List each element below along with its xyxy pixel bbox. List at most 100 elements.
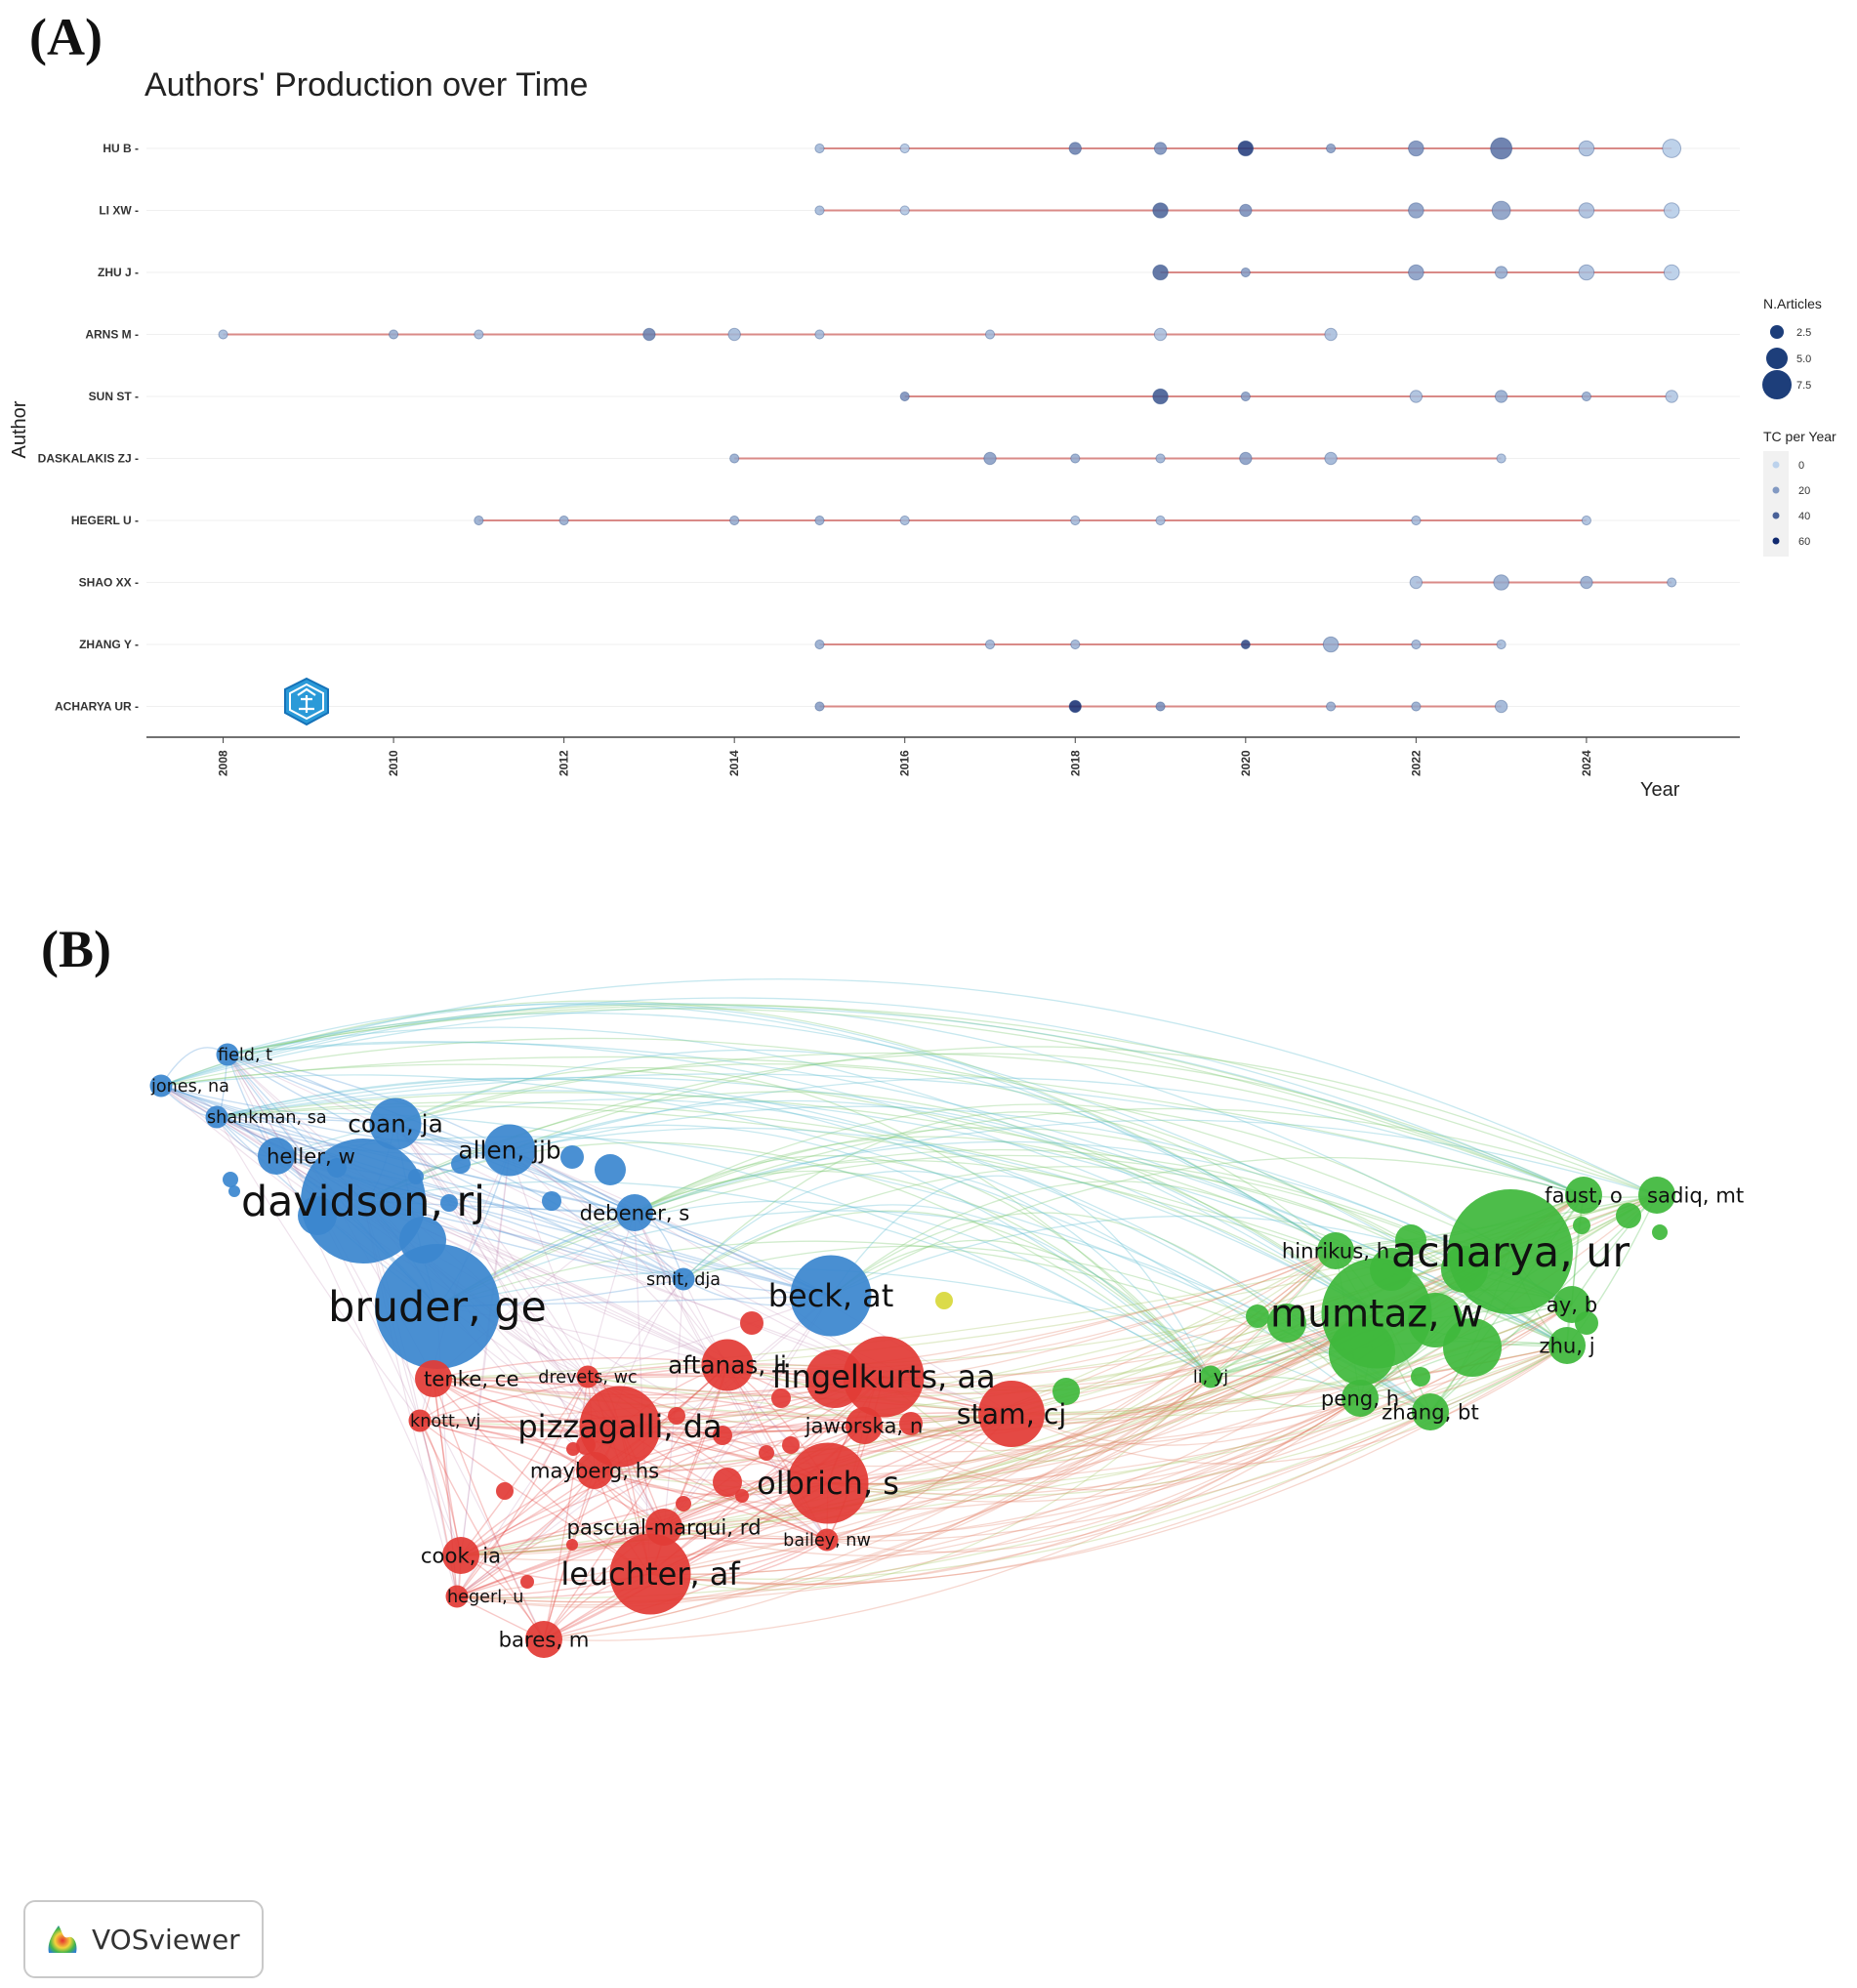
node-label: bruder, ge — [328, 1283, 547, 1332]
network-node-minor — [1443, 1318, 1502, 1377]
production-point — [1322, 636, 1340, 653]
production-point — [1411, 701, 1422, 712]
network-node — [645, 1509, 682, 1546]
network-node-minor — [713, 1426, 732, 1445]
network-node-minor — [223, 1172, 238, 1187]
node-label: debener, s — [580, 1200, 690, 1224]
production-point — [727, 327, 741, 342]
network-node-minor — [1395, 1224, 1426, 1256]
legend-size-value: 5.0 — [1796, 353, 1811, 365]
production-point — [558, 515, 569, 526]
node-label: beck, at — [768, 1277, 894, 1314]
production-point — [1070, 515, 1081, 526]
production-point — [1152, 264, 1169, 281]
network-node-minor — [1411, 1367, 1430, 1387]
network-node-minor — [542, 1191, 561, 1211]
network-node — [579, 1386, 661, 1468]
production-point — [1581, 391, 1592, 402]
node-label: heller, w — [267, 1143, 355, 1168]
network-node — [1448, 1189, 1573, 1314]
network-node — [576, 1365, 599, 1388]
network-node — [576, 1452, 613, 1489]
legend-size-marker — [1766, 348, 1788, 369]
network-node-minor — [566, 1539, 578, 1551]
node-label: jaworska, n — [805, 1413, 924, 1437]
production-point — [729, 453, 740, 464]
production-point — [218, 329, 228, 340]
network-node — [1317, 1232, 1354, 1269]
node-label: smit, dja — [646, 1270, 721, 1290]
network-node — [1548, 1327, 1586, 1364]
panel-b-label: (B) — [41, 920, 111, 978]
network-node-minor — [935, 1292, 953, 1309]
legend-color-marker — [1772, 537, 1780, 545]
author-label: DASKALAKIS ZJ - — [38, 452, 139, 466]
production-point — [1070, 639, 1081, 650]
network-node-minor — [451, 1154, 471, 1174]
network-node-minor — [560, 1145, 584, 1169]
production-point — [1493, 574, 1509, 591]
network-node — [301, 1139, 426, 1263]
x-axis-title: Year — [1640, 779, 1680, 801]
production-point — [1325, 701, 1337, 712]
production-point — [1409, 575, 1424, 590]
production-point — [1490, 137, 1513, 160]
production-point — [1494, 390, 1508, 403]
network-node — [442, 1537, 479, 1574]
network-node — [369, 1098, 422, 1150]
x-tick-label: 2010 — [387, 750, 400, 776]
network-node-minor — [496, 1482, 514, 1500]
production-point — [1068, 699, 1082, 714]
network-node — [408, 1409, 432, 1432]
chart-title: Authors' Production over Time — [144, 66, 588, 104]
production-point — [1155, 701, 1166, 712]
legend-size-value: 7.5 — [1796, 380, 1811, 392]
production-point — [1662, 139, 1682, 158]
x-tick-label: 2014 — [727, 750, 741, 776]
production-point — [388, 329, 399, 340]
node-label: leuchter, af — [560, 1555, 740, 1593]
production-point — [1409, 390, 1424, 403]
node-label: acharya, ur — [1391, 1228, 1630, 1277]
production-point — [814, 143, 825, 154]
legend-size-title: N.Articles — [1763, 296, 1822, 311]
panel-a-label: (A) — [29, 8, 103, 66]
production-point — [1578, 202, 1595, 219]
x-tick-label: 2024 — [1580, 750, 1593, 776]
author-label: LI XW - — [99, 204, 139, 218]
legend-color-marker — [1772, 512, 1780, 519]
production-point — [1324, 327, 1338, 342]
production-point — [1581, 515, 1592, 526]
production-point — [1240, 391, 1251, 402]
production-point — [474, 329, 484, 340]
author-label: ARNS M - — [85, 328, 139, 342]
node-label: olbrich, s — [757, 1465, 899, 1502]
network-node — [1412, 1393, 1449, 1430]
production-point — [814, 329, 825, 340]
network-node-minor — [1616, 1203, 1641, 1228]
production-point — [1239, 203, 1253, 218]
network-node — [1341, 1380, 1379, 1417]
node-label: shankman, sa — [207, 1108, 327, 1128]
network-node — [205, 1105, 228, 1129]
legend-color-value: 60 — [1798, 536, 1810, 548]
node-label: field, t — [218, 1046, 272, 1065]
node-label: drevets, wc — [538, 1368, 637, 1387]
legend-size-marker — [1770, 325, 1784, 339]
production-point — [474, 515, 484, 526]
network-node — [843, 1336, 925, 1418]
network-node-minor — [899, 1412, 923, 1435]
node-label: pascual-marqui, rd — [566, 1514, 761, 1539]
vosviewer-label: VOSviewer — [92, 1923, 240, 1956]
vosviewer-logo-icon — [48, 1926, 77, 1953]
network-node-minor — [520, 1575, 534, 1589]
production-point — [1578, 140, 1595, 157]
network-node — [672, 1267, 695, 1291]
legend-size-value: 2.5 — [1796, 327, 1811, 339]
x-tick-label: 2008 — [217, 750, 230, 776]
network-node — [609, 1533, 691, 1615]
coauthorship-network: field, t jones, na shankman, sa coan, ja all… — [149, 978, 1744, 1658]
network-node — [1321, 1258, 1432, 1369]
network-node-minor — [759, 1445, 774, 1461]
